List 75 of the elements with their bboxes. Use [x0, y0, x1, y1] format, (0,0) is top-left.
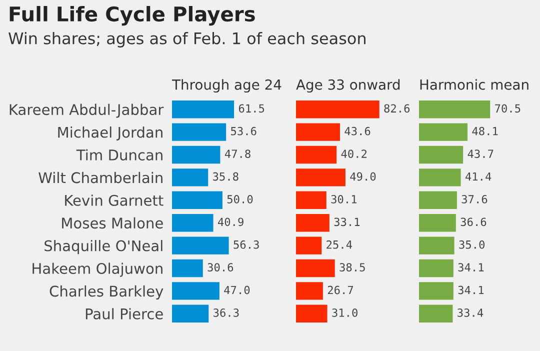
y-tick-label: Moses Malone — [62, 217, 163, 229]
data-label: 43.6 — [344, 126, 370, 136]
y-tick-label: Tim Duncan — [76, 149, 162, 160]
data-label: 40.9 — [218, 218, 244, 226]
data-label: 70.5 — [495, 104, 520, 113]
y-tick-label: Kareem Abdul-Jabbar — [10, 104, 164, 118]
bar — [172, 236, 229, 254]
bar — [296, 146, 337, 164]
data-label: 33.1 — [334, 218, 360, 226]
bar — [296, 214, 330, 232]
bar — [419, 100, 490, 118]
bar — [296, 259, 335, 278]
bar — [172, 168, 208, 186]
bar — [419, 191, 457, 210]
y-tick-label: Hakeem Olajuwon — [32, 262, 162, 277]
data-label: 35.8 — [213, 172, 238, 181]
data-label: 36.3 — [214, 308, 239, 317]
data-label: 40.2 — [341, 150, 367, 158]
bar — [296, 123, 340, 141]
data-label: 38.5 — [340, 263, 365, 272]
y-tick-label: Michael Jordan — [58, 126, 162, 141]
bar — [296, 191, 326, 210]
data-label: 30.1 — [331, 195, 357, 204]
bar — [419, 282, 454, 300]
data-label: 30.6 — [208, 263, 234, 272]
data-label: 50.0 — [227, 195, 253, 204]
bar — [419, 236, 454, 254]
bar — [172, 146, 220, 164]
bar — [419, 259, 454, 278]
data-label: 34.1 — [458, 286, 484, 294]
data-label: 43.7 — [468, 150, 494, 158]
bar — [172, 100, 234, 118]
bar — [296, 282, 323, 300]
bar — [296, 236, 322, 254]
data-label: 47.8 — [224, 150, 250, 158]
data-label: 56.3 — [234, 240, 259, 249]
data-label: 36.6 — [460, 218, 486, 226]
data-label: 47.0 — [224, 286, 250, 294]
bar — [172, 304, 209, 323]
y-tick-label: Charles Barkley — [50, 285, 164, 300]
bar — [419, 168, 461, 186]
bar — [419, 214, 456, 232]
y-tick-label: Kevin Garnett — [65, 194, 164, 206]
bar — [296, 304, 328, 323]
bar — [172, 191, 222, 210]
y-tick-label: Wilt Chamberlain — [38, 172, 162, 184]
data-label: 25.4 — [326, 240, 352, 249]
chart-title: Age 33 onward — [296, 79, 400, 93]
text: Full Life Cycle Players — [10, 6, 255, 26]
chart-title: Harmonic mean — [420, 79, 528, 90]
chart-title: Through age 24 — [172, 79, 282, 93]
data-label: 41.4 — [465, 172, 492, 181]
bar — [419, 304, 453, 323]
bar — [296, 100, 380, 118]
data-label: 49.0 — [350, 172, 376, 181]
y-tick-label: Paul Pierce — [86, 308, 163, 320]
data-label: 31.0 — [332, 308, 358, 317]
bar — [419, 123, 468, 141]
data-label: 53.6 — [231, 126, 256, 136]
data-label: 48.1 — [472, 126, 498, 136]
y-tick-label: Shaquille O'Neal — [44, 240, 162, 254]
bar — [296, 168, 346, 186]
data-label: 33.4 — [458, 308, 484, 317]
bar — [172, 259, 203, 278]
data-label: 82.6 — [384, 104, 410, 113]
bar — [172, 214, 214, 232]
data-label: 35.0 — [459, 240, 485, 249]
bar — [172, 282, 220, 300]
bar — [172, 123, 226, 141]
data-label: 61.5 — [238, 104, 264, 113]
data-label: 37.6 — [462, 195, 488, 204]
data-label: 34.1 — [458, 263, 484, 272]
data-label: 26.7 — [328, 286, 354, 294]
bar — [419, 146, 464, 164]
text: Win shares; ages as of Feb. 1 of each season — [8, 32, 366, 48]
